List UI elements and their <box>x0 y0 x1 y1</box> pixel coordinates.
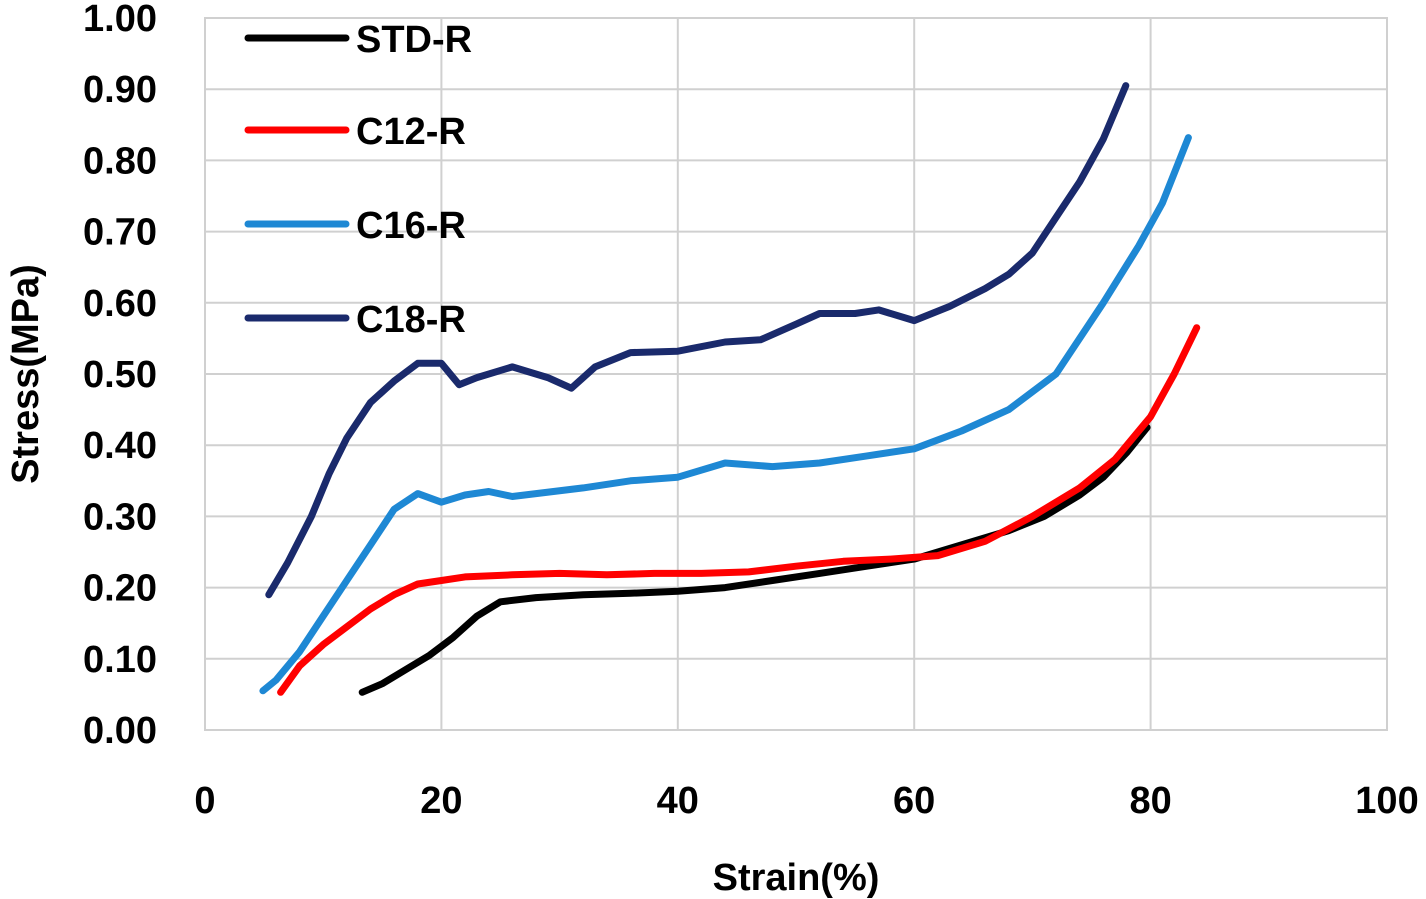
series-line-c18-r <box>265 82 1130 599</box>
y-axis-tick-labels: 0.00 0.10 0.20 0.30 0.40 0.50 0.60 0.70 0.80 0.90… <box>83 0 157 752</box>
series-lines <box>259 82 1201 696</box>
y-tick-label: 0.60 <box>83 283 157 325</box>
legend: STD-R C12-R C16-R C18-R <box>244 19 472 341</box>
y-tick-label: 1.00 <box>83 0 157 40</box>
legend-label-c18-r: C18-R <box>356 299 466 341</box>
legend-label-std-r: STD-R <box>356 19 472 61</box>
x-tick-label: 20 <box>420 780 462 822</box>
x-tick-label: 0 <box>194 780 215 822</box>
series-line-c12-r <box>277 324 1201 696</box>
y-tick-label: 0.90 <box>83 69 157 111</box>
y-tick-label: 0.30 <box>83 496 157 538</box>
y-tick-label: 0.40 <box>83 425 157 467</box>
y-tick-label: 0.10 <box>83 639 157 681</box>
y-tick-label: 0.70 <box>83 212 157 254</box>
gridlines <box>204 17 1388 731</box>
y-axis-title: Stress(MPa) <box>5 264 47 484</box>
series-line-std-r <box>358 423 1151 696</box>
legend-label-c12-r: C12-R <box>356 111 466 153</box>
y-tick-label: 0.80 <box>83 140 157 182</box>
x-axis-tick-labels: 0 20 40 60 80 100 <box>194 780 1418 822</box>
legend-label-c16-r: C16-R <box>356 205 466 247</box>
x-tick-label: 60 <box>893 780 935 822</box>
x-tick-label: 40 <box>657 780 699 822</box>
x-axis-title: Strain(%) <box>713 857 880 899</box>
x-tick-label: 80 <box>1129 780 1171 822</box>
x-tick-label: 100 <box>1355 780 1418 822</box>
series-line-c16-r <box>259 134 1192 695</box>
y-tick-label: 0.50 <box>83 354 157 396</box>
y-tick-label: 0.00 <box>83 710 157 752</box>
y-tick-label: 0.20 <box>83 568 157 610</box>
